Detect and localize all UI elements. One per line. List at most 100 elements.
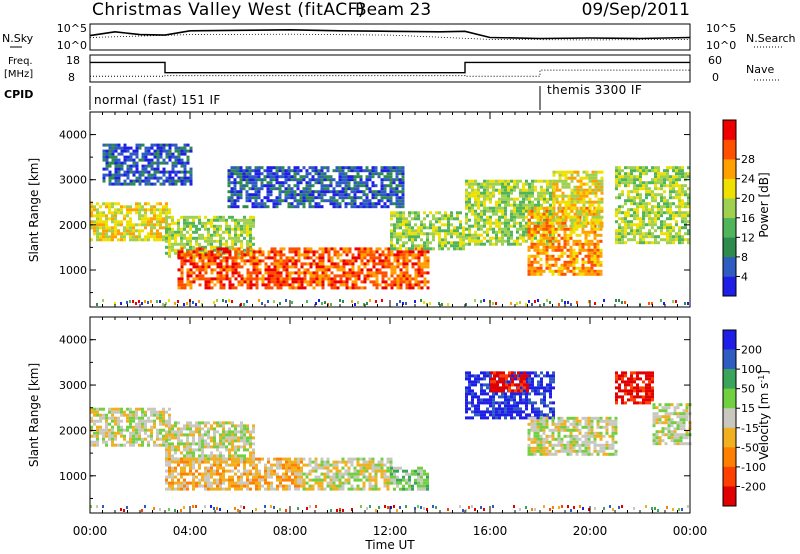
echo-cell: [615, 196, 618, 200]
echo-cell: [105, 220, 108, 224]
echo-cell: [114, 235, 117, 239]
echo-cell: [599, 263, 603, 267]
echo-cell: [192, 254, 195, 258]
echo-cell: [114, 443, 117, 447]
echo-cell: [543, 303, 545, 306]
echo-cell: [234, 277, 238, 281]
echo-cell: [210, 253, 214, 257]
echo-cell: [231, 227, 234, 231]
echo-cell: [90, 410, 93, 414]
echo-cell: [204, 445, 207, 449]
echo-cell: [545, 209, 549, 213]
echo-cell: [165, 478, 168, 482]
echo-cell: [96, 440, 99, 444]
echo-cell: [183, 286, 187, 290]
echo-cell: [548, 269, 552, 273]
echo-cell: [105, 235, 108, 239]
echo-cell: [171, 481, 174, 485]
echo-cell: [510, 242, 513, 246]
echo-cell: [129, 220, 132, 224]
echo-cell: [651, 241, 654, 245]
echo-cell: [621, 175, 624, 179]
echo-cell: [126, 149, 130, 153]
echo-cell: [642, 226, 645, 230]
echo-cell: [357, 268, 361, 272]
echo-cell: [678, 241, 681, 245]
echo-cell: [498, 224, 501, 228]
echo-cell: [621, 235, 624, 239]
echo-cell: [393, 280, 397, 284]
echo-cell: [291, 265, 295, 269]
echo-cell: [162, 143, 166, 147]
echo-cell: [240, 280, 244, 284]
echo-cell: [248, 199, 252, 203]
echo-cell: [564, 209, 568, 213]
noise-series-n-sky: [89, 28, 691, 40]
echo-cell: [642, 184, 645, 188]
echo-cell: [627, 214, 630, 218]
echo-cell: [177, 457, 180, 461]
echo-cell: [387, 256, 391, 260]
echo-cell: [474, 179, 477, 183]
echo-cell: [539, 206, 543, 210]
echo-cell: [468, 236, 471, 240]
echo-cell: [288, 256, 292, 260]
echo-cell: [636, 229, 639, 233]
beam-title: Beam 23: [355, 0, 431, 20]
echo-cell: [639, 241, 642, 245]
echo-cell: [450, 241, 453, 245]
echo-cell: [675, 190, 678, 194]
echo-cell: [108, 416, 111, 420]
echo-cell: [507, 218, 510, 222]
echo-cell: [548, 221, 552, 225]
echo-cell: [396, 220, 399, 224]
echo-cell: [204, 256, 208, 260]
echo-cell: [429, 232, 432, 236]
echo-cell: [618, 238, 621, 242]
echo-cell: [231, 236, 234, 240]
echo-cell: [162, 410, 165, 414]
echo-cell: [522, 191, 525, 195]
echo-cell: [519, 233, 522, 237]
echo-cell: [284, 196, 288, 200]
echo-cell: [453, 232, 456, 236]
echo-cell: [371, 166, 375, 170]
echo-cell: [540, 221, 543, 225]
echo-cell: [408, 277, 412, 281]
echo-cell: [456, 241, 459, 245]
echo-cell: [570, 176, 574, 180]
echo-cell: [630, 232, 633, 236]
echo-cell: [462, 244, 465, 248]
echo-cell: [297, 253, 301, 257]
echo-cell: [234, 271, 238, 275]
echo-cell: [501, 191, 504, 195]
echo-cell: [168, 442, 171, 446]
echo-cell: [165, 481, 168, 485]
echo-cell: [351, 262, 355, 266]
echo-cell: [534, 188, 537, 192]
echo-cell: [333, 283, 337, 287]
echo-cell: [189, 245, 192, 249]
echo-cell: [321, 265, 325, 269]
echo-cell: [138, 300, 140, 303]
echo-cell: [572, 272, 576, 276]
echo-cell: [338, 205, 342, 209]
echo-cell: [239, 178, 243, 182]
echo-cell: [105, 155, 109, 159]
echo-cell: [417, 283, 421, 287]
echo-cell: [399, 244, 402, 248]
echo-cell: [492, 209, 495, 213]
echo-cell: [117, 179, 121, 183]
echo-cell: [348, 250, 352, 254]
echo-cell: [377, 202, 381, 206]
echo-cell: [162, 407, 165, 411]
echo-cell: [353, 184, 357, 188]
echo-cell: [114, 202, 117, 206]
echo-cell: [384, 256, 388, 260]
echo-cell: [138, 437, 141, 441]
echo-cell: [363, 286, 367, 290]
echo-cell: [584, 266, 588, 270]
echo-cell: [123, 217, 126, 221]
echo-cell: [627, 232, 630, 236]
echo-cell: [174, 230, 177, 234]
